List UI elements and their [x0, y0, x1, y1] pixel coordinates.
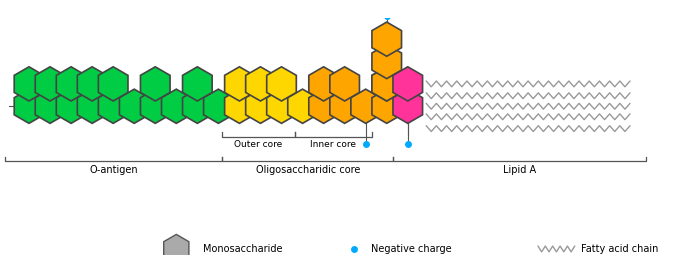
Text: O-antigen: O-antigen — [89, 165, 138, 175]
Polygon shape — [330, 67, 359, 101]
Polygon shape — [393, 67, 422, 101]
Polygon shape — [246, 89, 276, 123]
Polygon shape — [372, 22, 401, 56]
Polygon shape — [267, 89, 297, 123]
Text: Oligosaccharidic core: Oligosaccharidic core — [256, 165, 360, 175]
Polygon shape — [267, 67, 297, 101]
Polygon shape — [225, 89, 255, 123]
Text: Lipid A: Lipid A — [503, 165, 536, 175]
Polygon shape — [183, 67, 212, 101]
Polygon shape — [246, 67, 276, 101]
Polygon shape — [119, 89, 149, 123]
Polygon shape — [288, 89, 318, 123]
Polygon shape — [140, 89, 170, 123]
Polygon shape — [56, 89, 86, 123]
Polygon shape — [330, 89, 359, 123]
Polygon shape — [372, 89, 401, 123]
Polygon shape — [183, 89, 212, 123]
Polygon shape — [140, 67, 170, 101]
Text: Inner core: Inner core — [311, 140, 357, 149]
Polygon shape — [393, 89, 422, 123]
Polygon shape — [14, 67, 44, 101]
Polygon shape — [56, 67, 86, 101]
Polygon shape — [98, 89, 128, 123]
Polygon shape — [77, 89, 107, 123]
Text: Outer core: Outer core — [234, 140, 282, 149]
Polygon shape — [162, 89, 191, 123]
Text: Monosaccharide: Monosaccharide — [202, 244, 282, 254]
Polygon shape — [309, 67, 338, 101]
Polygon shape — [98, 67, 128, 101]
Polygon shape — [372, 67, 401, 101]
Polygon shape — [35, 67, 65, 101]
Polygon shape — [372, 44, 401, 79]
Polygon shape — [309, 89, 338, 123]
Text: Fatty acid chain: Fatty acid chain — [582, 244, 659, 254]
Polygon shape — [204, 89, 233, 123]
Polygon shape — [77, 67, 107, 101]
Polygon shape — [14, 89, 44, 123]
Polygon shape — [225, 67, 255, 101]
Polygon shape — [372, 67, 401, 101]
Text: Negative charge: Negative charge — [371, 244, 452, 254]
Polygon shape — [164, 235, 189, 263]
Polygon shape — [35, 89, 65, 123]
Polygon shape — [351, 89, 380, 123]
